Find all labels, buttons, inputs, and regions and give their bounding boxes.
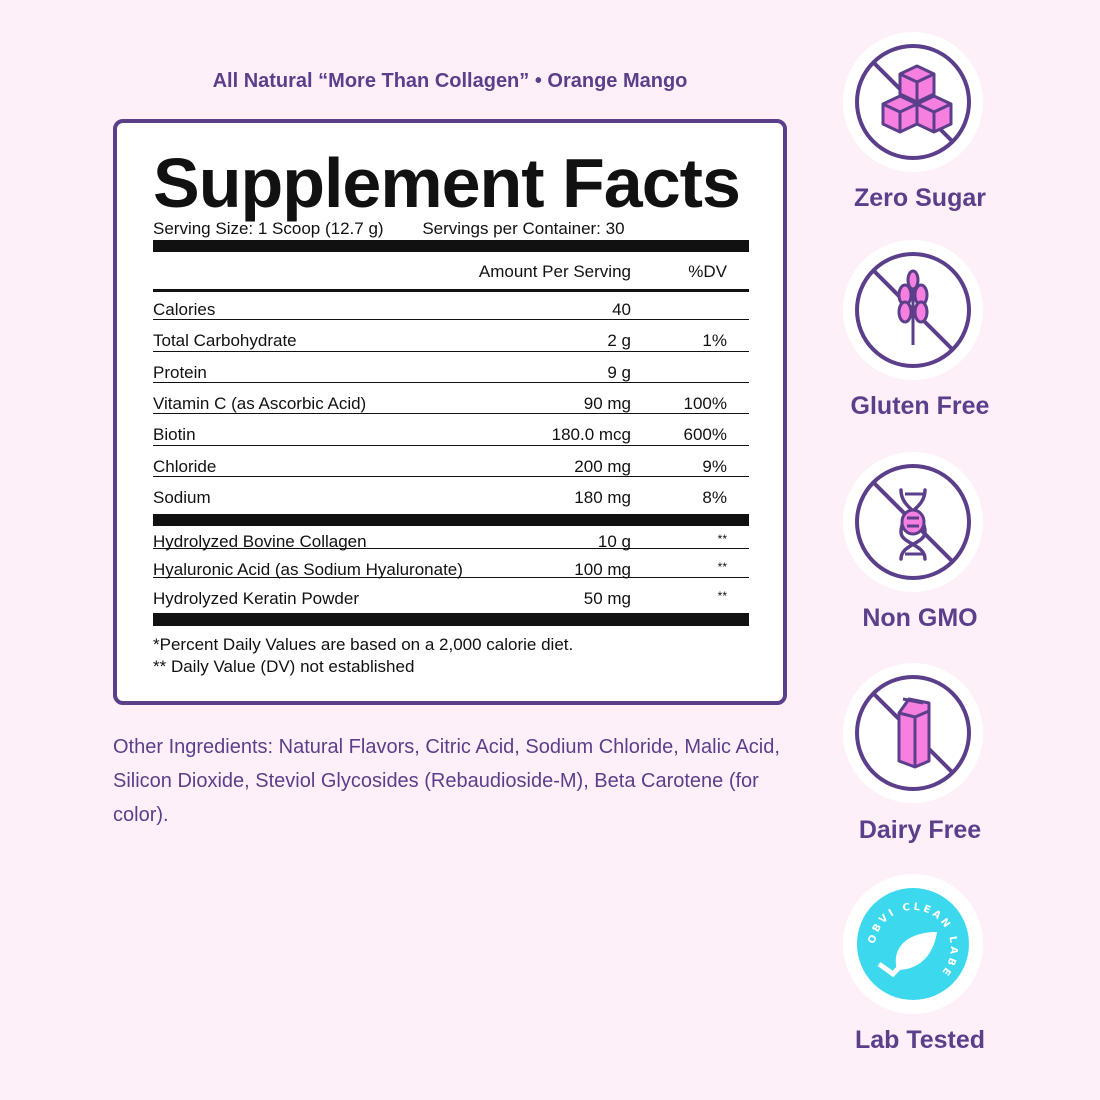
row-divider [153, 381, 749, 383]
supplement-facts-panel: Supplement Facts Serving Size: 1 Scoop (… [113, 119, 787, 705]
nutrient-name: Sodium [153, 487, 211, 507]
badge-label: Non GMO [862, 604, 978, 632]
badge-gluten-free [843, 240, 983, 380]
row-divider [153, 413, 749, 415]
table-row: Protein 9 g [153, 362, 749, 384]
row-divider [153, 475, 749, 477]
product-subtitle: All Natural “More Than Collagen” • Orang… [212, 70, 688, 92]
nutrient-name: Hyaluronic Acid (as Sodium Hyaluronate) [153, 560, 463, 580]
row-divider [153, 319, 749, 321]
thick-divider [153, 613, 749, 626]
row-divider [153, 444, 749, 446]
table-header: Amount Per Serving %DV [153, 261, 749, 283]
nutrient-amount: 200 mg [574, 456, 631, 476]
badge-label: Lab Tested [854, 1026, 986, 1054]
nutrient-amount: 180.0 mcg [551, 425, 631, 445]
thick-divider [153, 514, 749, 526]
nutrient-dv: 1% [702, 331, 727, 351]
nutrient-amount: 90 mg [583, 393, 631, 413]
nutrient-name: Vitamin C (as Ascorbic Acid) [153, 393, 367, 413]
nutrient-dv: 8% [702, 487, 727, 507]
servings-per-container: Servings per Container: 30 [422, 219, 625, 238]
nutrient-amount: 40 [612, 300, 631, 319]
facts-title: Supplement Facts [153, 144, 741, 222]
badge-non-gmo [843, 452, 983, 592]
thick-divider [153, 240, 749, 252]
milk-carton-icon [855, 675, 971, 791]
nutrient-amount: 50 mg [583, 588, 631, 608]
nutrient-amount: 100 mg [574, 560, 631, 580]
nutrient-amount: 2 g [607, 331, 631, 351]
badge-label: Dairy Free [858, 816, 982, 844]
sugar-cubes-icon [855, 44, 971, 160]
table-row: Biotin 180.0 mcg 600% [153, 424, 749, 446]
table-row: Hydrolyzed Bovine Collagen 10 g ** [153, 531, 749, 553]
table-row: Calories 40 [153, 299, 749, 321]
nutrient-name: Chloride [153, 456, 217, 476]
serving-info: Serving Size: 1 Scoop (12.7 g) Servings … [153, 219, 659, 239]
dna-icon [855, 464, 971, 580]
nutrient-name: Hydrolyzed Keratin Powder [153, 588, 359, 608]
nutrient-name: Total Carbohydrate [153, 331, 297, 351]
nutrient-dv: ** [717, 588, 727, 603]
nutrient-name: Biotin [153, 425, 196, 445]
header-amount: Amount Per Serving [478, 262, 631, 281]
nutrient-dv: 600% [683, 425, 727, 445]
row-divider [153, 576, 749, 578]
footnote-dv: *Percent Daily Values are based on a 2,0… [153, 635, 574, 654]
row-divider [153, 350, 749, 352]
nutrient-amount: 9 g [607, 362, 631, 382]
header-divider [153, 289, 749, 292]
nutrient-dv: ** [717, 532, 727, 546]
badge-label: Zero Sugar [854, 184, 986, 212]
other-ingredients: Other Ingredients: Natural Flavors, Citr… [113, 736, 780, 826]
footnote-not-established: ** Daily Value (DV) not established [153, 657, 415, 676]
table-row: Chloride 200 mg 9% [153, 456, 749, 478]
nutrient-amount: 180 mg [574, 487, 631, 507]
nutrient-name: Hydrolyzed Bovine Collagen [153, 532, 367, 551]
table-row: Vitamin C (as Ascorbic Acid) 90 mg 100% [153, 393, 749, 415]
nutrient-name: Protein [153, 362, 207, 382]
nutrient-dv: ** [717, 560, 727, 575]
header-dv: %DV [688, 262, 727, 281]
table-row: Hydrolyzed Keratin Powder 50 mg ** [153, 588, 749, 610]
badge-zero-sugar [843, 32, 983, 172]
nutrient-name: Calories [153, 300, 216, 319]
serving-size: Serving Size: 1 Scoop (12.7 g) [153, 219, 384, 238]
badge-label: Gluten Free [850, 392, 990, 420]
nutrient-dv: 9% [702, 456, 727, 476]
badge-dairy-free [843, 663, 983, 803]
table-row: Sodium 180 mg 8% [153, 487, 749, 509]
table-row: Total Carbohydrate 2 g 1% [153, 330, 749, 352]
nutrient-amount: 10 g [597, 532, 631, 551]
wheat-icon [855, 252, 971, 368]
table-row: Hyaluronic Acid (as Sodium Hyaluronate) 1… [153, 559, 749, 581]
nutrient-dv: 100% [683, 393, 727, 413]
row-divider [153, 548, 749, 550]
